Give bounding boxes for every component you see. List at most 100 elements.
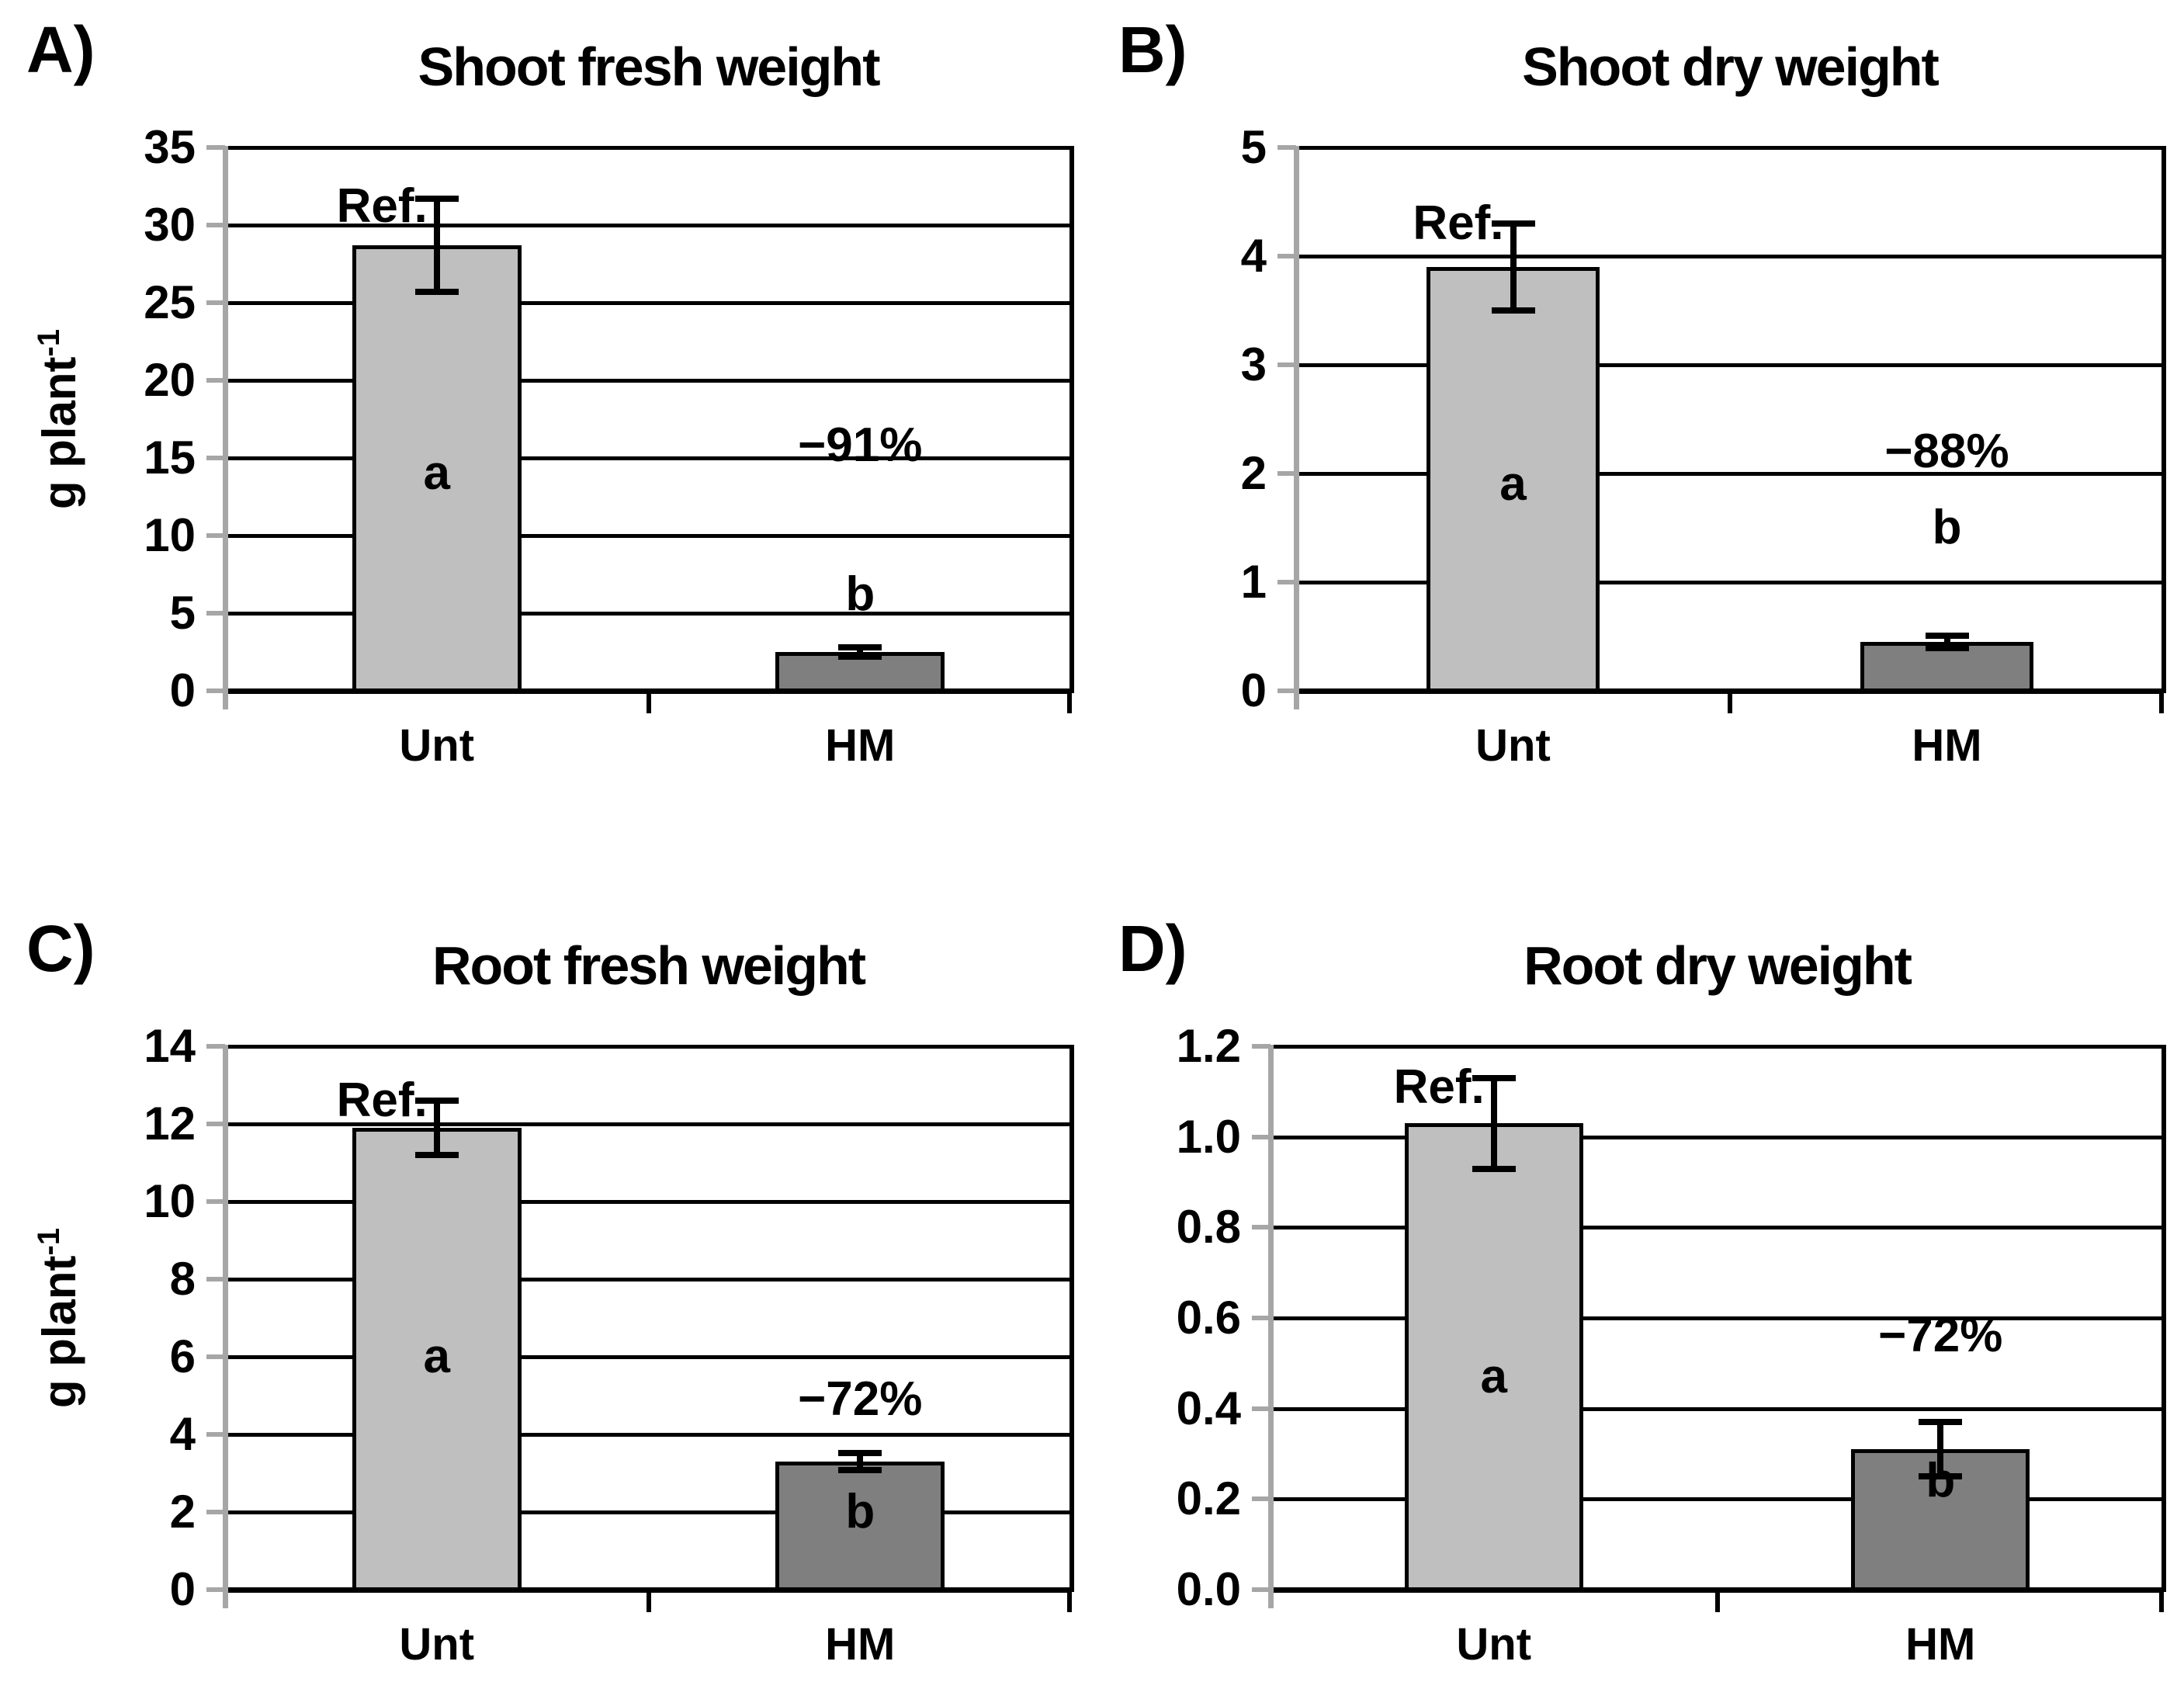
gridline [225, 1433, 1072, 1437]
panel-d: D) Root dry weight 1.2 1.0 0.8 0.6 0.4 0.2 0.0 Un… [1092, 844, 2184, 1689]
x-tick-mark [1067, 693, 1072, 713]
significance-letter-a: a [1480, 1349, 1507, 1403]
error-bar-cap-top [1925, 632, 1969, 639]
y-tick-mark [206, 1044, 225, 1049]
significance-letter-b: b [1926, 1454, 1956, 1507]
error-bar-cap-top [1491, 220, 1535, 227]
error-bar-cap-top [838, 644, 882, 650]
plot-right-border [1069, 146, 1074, 693]
chart-title: Root fresh weight [432, 935, 866, 996]
error-bar-cap-bottom [414, 289, 459, 295]
y-tick-mark [206, 1587, 225, 1592]
panel-a: A) Shoot fresh weight g plant-1 35 30 25 20 15 1… [0, 0, 1092, 844]
y-tick-mark [206, 1277, 225, 1281]
error-bar-line [1490, 1077, 1497, 1169]
error-bar-line [1943, 635, 1950, 649]
panel-b: B) Shoot dry weight 5 4 3 2 1 0 Unt a HM b Ref. −88% [1092, 0, 2184, 844]
y-tick-label: 8 [169, 1253, 196, 1305]
error-bar-line [433, 1101, 440, 1155]
y-tick-mark [1252, 1044, 1271, 1049]
gridline [225, 1355, 1072, 1359]
y-tick-mark [206, 1199, 225, 1204]
y-tick-mark [206, 223, 225, 227]
plot-right-border [2161, 146, 2166, 693]
y-tick-label: 0.0 [1176, 1563, 1241, 1615]
error-bar-cap-bottom [1925, 645, 1969, 652]
gridline [225, 1510, 1072, 1514]
y-tick-label: 2 [1240, 447, 1267, 499]
gridline [1271, 1497, 2164, 1502]
y-tick-label: 10 [144, 1175, 196, 1227]
gridline [225, 1045, 1072, 1049]
y-tick-mark [206, 1510, 225, 1514]
x-category-label: Unt [1456, 1619, 1532, 1670]
y-tick-mark [1277, 471, 1296, 476]
y-tick-mark [206, 533, 225, 538]
y-tick-label: 0.4 [1176, 1382, 1241, 1434]
x-tick-mark [646, 1592, 651, 1612]
chart-title: Shoot dry weight [1522, 36, 1940, 97]
gridline [1296, 363, 2164, 367]
y-tick-mark [206, 456, 225, 460]
significance-letter-b: b [1932, 501, 1962, 554]
y-tick-mark [1252, 1316, 1271, 1320]
y-tick-label: 35 [144, 121, 196, 173]
y-tick-mark [1277, 362, 1296, 367]
gridline [1296, 146, 2164, 150]
y-tick-label: 14 [144, 1020, 196, 1072]
chart-title: Shoot fresh weight [418, 36, 881, 97]
significance-letter-a: a [423, 1330, 450, 1383]
error-bar-cap-bottom [1919, 1473, 1963, 1480]
y-tick-mark [206, 1122, 225, 1126]
chart-title: Root dry weight [1524, 935, 1912, 996]
y-tick-label: 5 [169, 587, 196, 639]
error-bar-line [1510, 224, 1517, 310]
y-tick-mark [1252, 1225, 1271, 1230]
y-tick-mark [1252, 1134, 1271, 1139]
x-tick-mark [2159, 693, 2164, 713]
y-tick-mark [206, 688, 225, 693]
x-tick-mark [2159, 1592, 2164, 1612]
bar-unt [352, 245, 522, 692]
y-axis-line [1268, 1045, 1274, 1608]
y-tick-label: 4 [1240, 230, 1267, 282]
y-tick-label: 0.6 [1176, 1292, 1241, 1344]
significance-letter-a: a [1499, 457, 1527, 511]
gridline [1271, 1406, 2164, 1411]
error-bar-cap-top [414, 1098, 459, 1104]
gridline [225, 379, 1072, 383]
significance-letter-a: a [423, 446, 450, 500]
x-category-label: Unt [399, 1619, 475, 1670]
panel-letter: C) [26, 912, 95, 985]
error-bar-cap-top [1919, 1419, 1963, 1426]
error-bar-line [1937, 1422, 1944, 1477]
gridline [225, 1278, 1072, 1281]
y-tick-mark [206, 1432, 225, 1437]
error-bar-cap-bottom [838, 654, 882, 660]
y-tick-mark [206, 378, 225, 383]
gridline [225, 1122, 1072, 1126]
y-tick-label: 4 [169, 1408, 196, 1460]
x-category-label: Unt [399, 720, 475, 771]
gridline [1271, 1316, 2164, 1320]
y-tick-mark [1277, 580, 1296, 584]
x-category-label: HM [1905, 1619, 1976, 1670]
plot-right-border [1069, 1045, 1074, 1592]
y-tick-label: 1.0 [1176, 1110, 1241, 1163]
x-category-label: HM [825, 720, 896, 771]
gridline [1296, 581, 2164, 584]
x-axis-line [225, 688, 1072, 694]
gridline [1271, 1135, 2164, 1139]
y-axis-title-superscript: -1 [32, 328, 66, 357]
bar-unt [1404, 1123, 1583, 1591]
y-tick-label: 25 [144, 276, 196, 328]
y-tick-label: 3 [1240, 338, 1267, 390]
x-tick-mark [1714, 1592, 1720, 1612]
percent-change-label: −72% [1878, 1309, 2003, 1363]
y-tick-label: 2 [169, 1486, 196, 1538]
y-tick-label: 6 [169, 1330, 196, 1382]
bar-unt [1426, 267, 1600, 692]
x-tick-mark [1067, 1592, 1072, 1612]
reference-label: Ref. [336, 1073, 428, 1127]
